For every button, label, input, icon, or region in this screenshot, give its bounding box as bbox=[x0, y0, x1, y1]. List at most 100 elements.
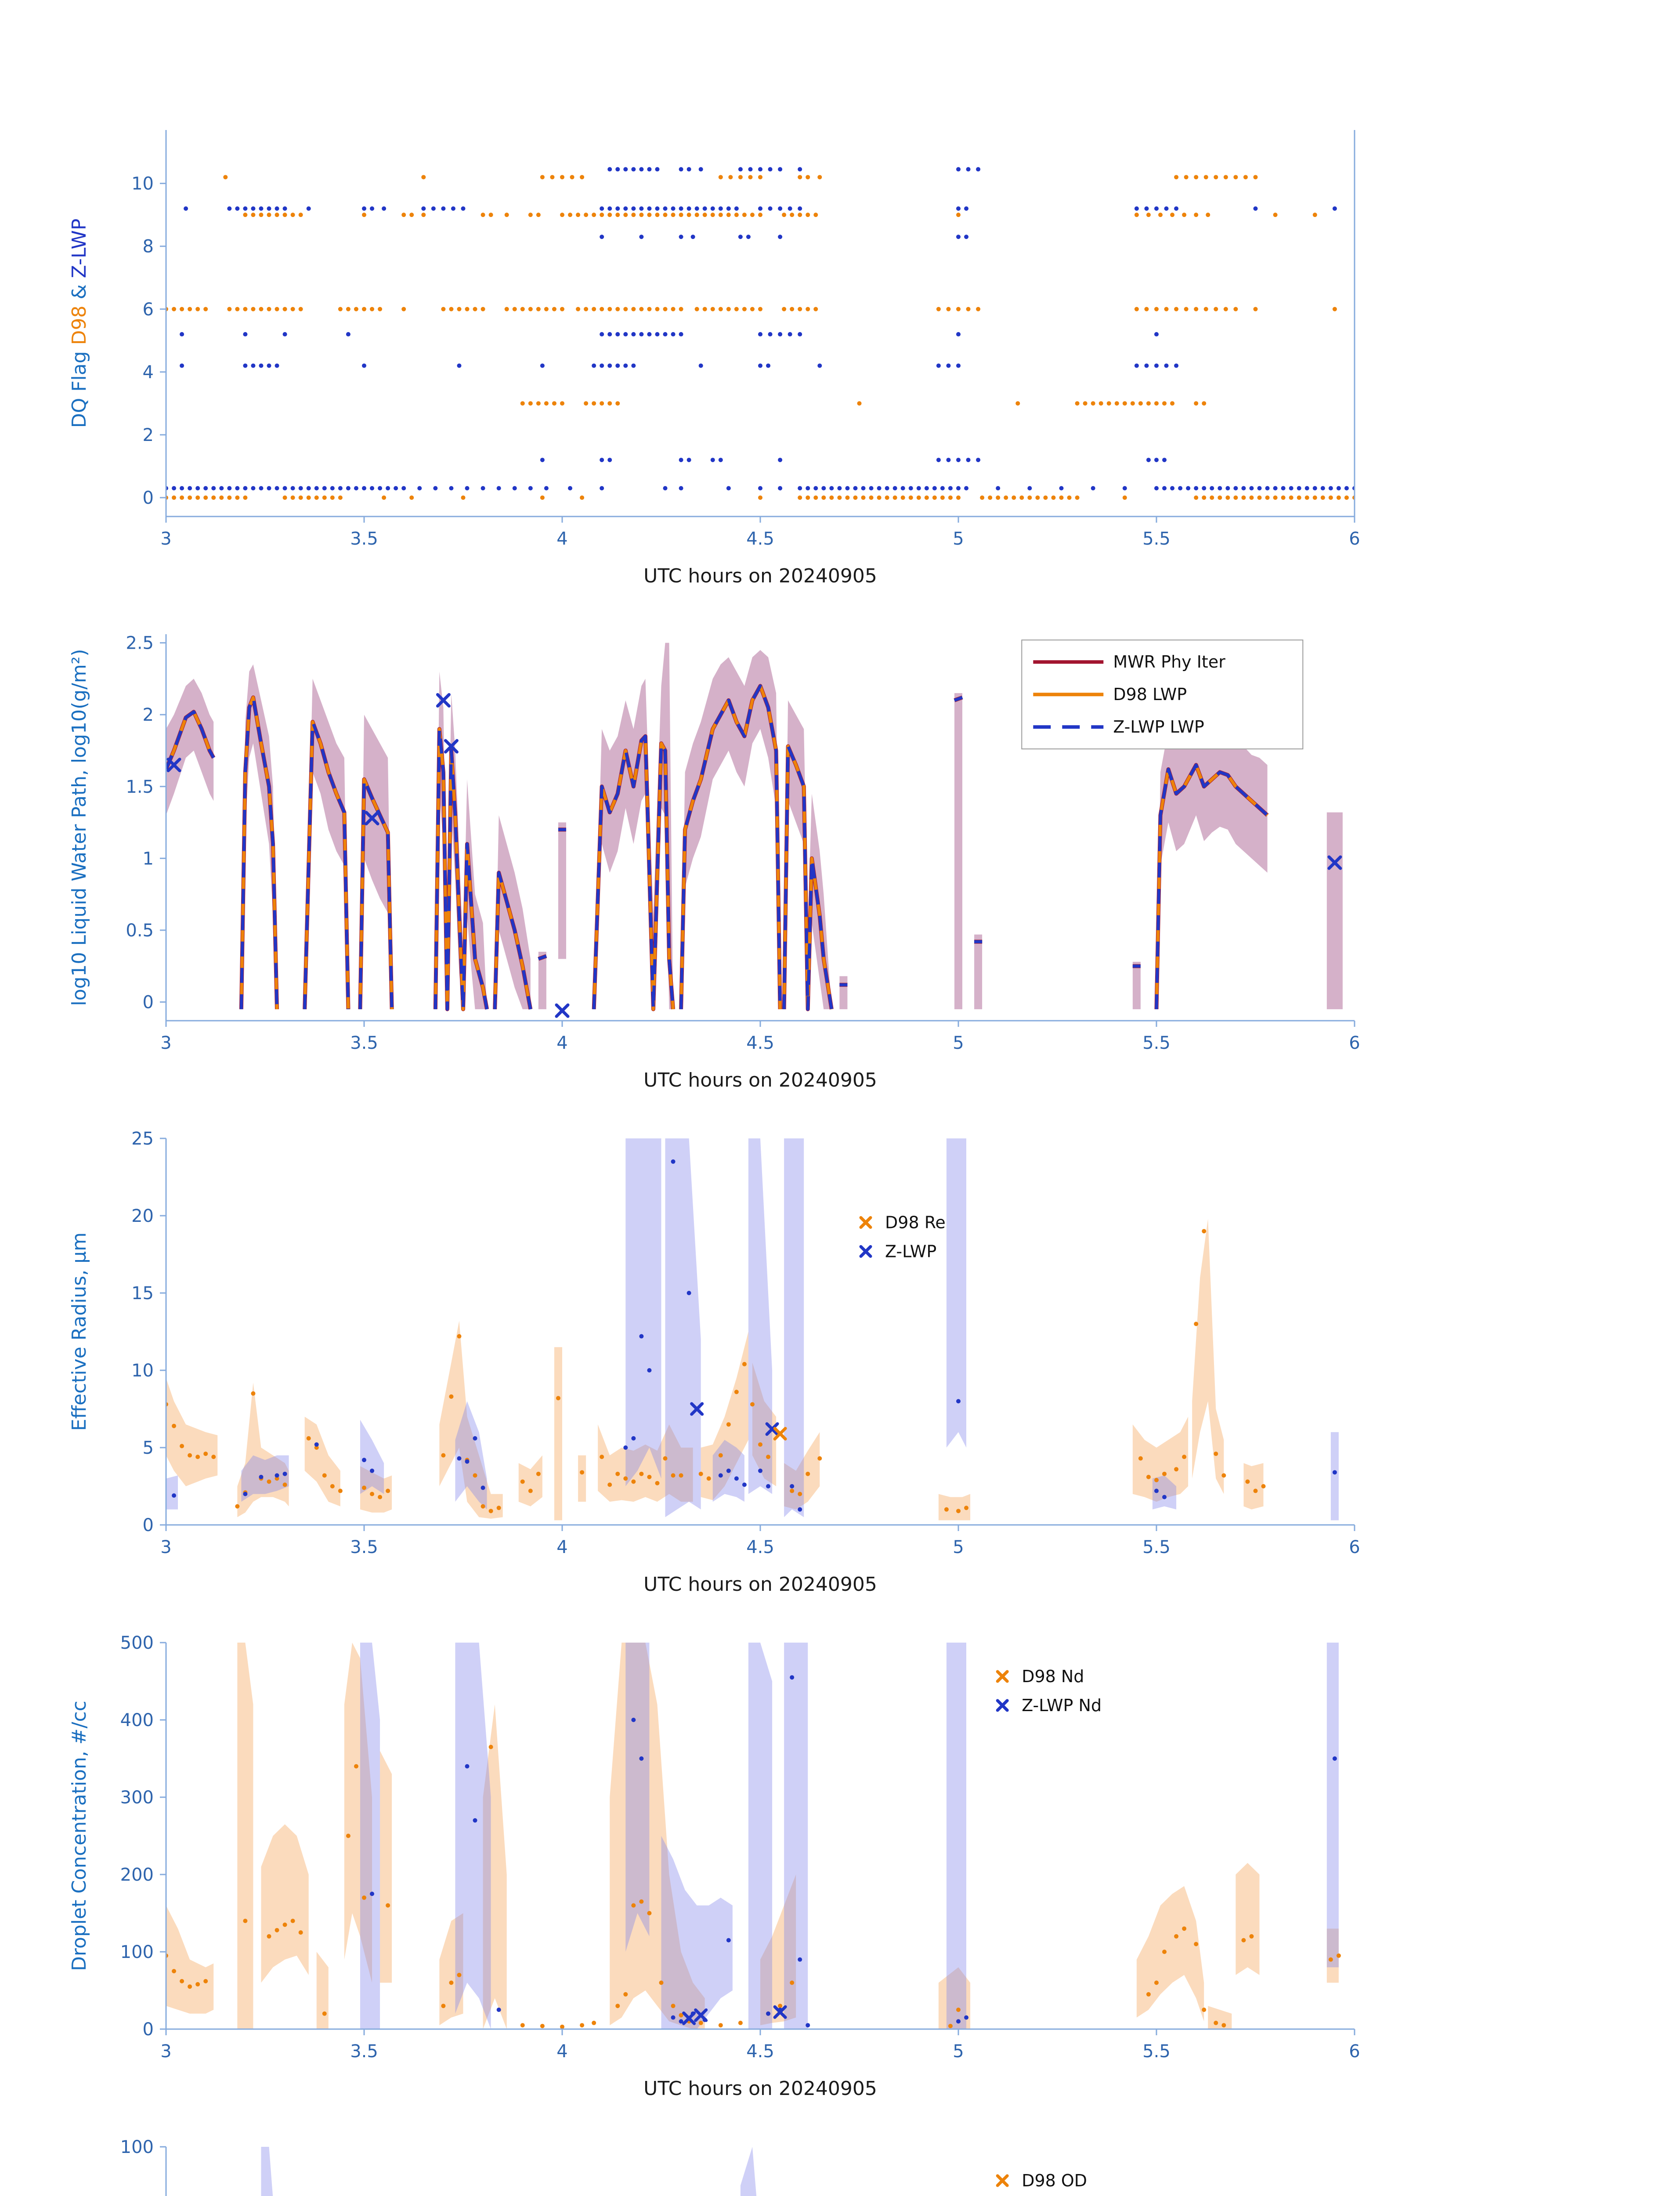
y-tick-label: 2 bbox=[143, 705, 154, 725]
x-tick-label: 6 bbox=[1349, 2041, 1360, 2062]
x-tick-label: 3.5 bbox=[350, 1537, 378, 1557]
panel-dq-flag: 3 3.5 4 4.5 5 5.5 6 0 2 4 6 8 10 UTC hours on 2024090… bbox=[0, 114, 1680, 618]
d98-re-dots bbox=[166, 1229, 1266, 1513]
x-tick-label: 4.5 bbox=[746, 529, 774, 549]
x-tick-label: 6 bbox=[1349, 1537, 1360, 1557]
figure: 3 3.5 4 4.5 5 5.5 6 0 2 4 6 8 10 UTC hours on 2024090… bbox=[0, 114, 1680, 2196]
y-tick-label: 300 bbox=[120, 1788, 154, 1808]
x-tick-label: 5 bbox=[953, 1033, 964, 1053]
liquid-water-path-chart: 3 3.5 4 4.5 5 5.5 6 0 0.5 1 1.5 2 2.5 UTC hours on 20… bbox=[68, 633, 1360, 1091]
panel-droplet-concentration: 3 3.5 4 4.5 5 5.5 6 0 100 200 300 400 500 UTC hours o… bbox=[0, 1627, 1680, 2131]
x-tick-label: 5.5 bbox=[1142, 1537, 1171, 1557]
legend: D98 Nd Z-LWP Nd bbox=[996, 1667, 1102, 1715]
droplet-concentration-chart: 3 3.5 4 4.5 5 5.5 6 0 100 200 300 400 500 UTC hours o… bbox=[68, 1633, 1360, 2100]
d98-nd-band bbox=[166, 1643, 1339, 2029]
x-tick-label: 5 bbox=[953, 2041, 964, 2062]
x-tick-label: 3.5 bbox=[350, 1033, 378, 1053]
legend-label: Z-LWP LWP bbox=[1113, 717, 1204, 737]
y-tick-label: 10 bbox=[131, 174, 154, 194]
x-tick-label: 3.5 bbox=[350, 2041, 378, 2062]
x-axis-label: UTC hours on 20240905 bbox=[643, 1069, 877, 1091]
x-tick-label: 5 bbox=[953, 1537, 964, 1557]
zlwp-x-markers bbox=[166, 693, 1342, 1018]
legend: D98 ODZ-LWP Nd bbox=[996, 2171, 1087, 2190]
x-tick-label: 5.5 bbox=[1142, 1033, 1171, 1053]
axes: 3 3.5 4 4.5 5 5.5 6 0 0.5 1 1.5 2 2.5 bbox=[126, 633, 1360, 1053]
axes: 3 3.5 4 4.5 5 5.5 6 0 5 10 15 20 25 bbox=[131, 1129, 1360, 1557]
legend-label: D98 Re bbox=[885, 1213, 946, 1232]
y-tick-label: 2 bbox=[143, 425, 154, 445]
d98-re-band bbox=[166, 1219, 1264, 1521]
y-tick-label: 100 bbox=[120, 1942, 154, 1962]
y-axis-label: log10 Liquid Water Path, log10(g/m²) bbox=[68, 649, 90, 1006]
x-tick-label: 3 bbox=[160, 1537, 171, 1557]
y-tick-label: 0 bbox=[143, 992, 154, 1012]
y-tick-label: 100 bbox=[120, 2137, 154, 2157]
y-tick-label: 1.5 bbox=[126, 777, 154, 797]
zlwp-nd-band bbox=[360, 1643, 1339, 2029]
x-tick-label: 4 bbox=[556, 1033, 567, 1053]
y-tick-label: 1 bbox=[143, 849, 154, 869]
zlwp-re-band bbox=[166, 1138, 1339, 1521]
x-tick-label: 6 bbox=[1349, 529, 1360, 549]
zlwp-nd-x-markers bbox=[682, 2005, 787, 2025]
zlwp-re-x-markers bbox=[690, 1402, 779, 1436]
x-tick-label: 3 bbox=[160, 2041, 171, 2062]
x-tick-label: 3 bbox=[160, 529, 171, 549]
y-tick-label: 0 bbox=[143, 2019, 154, 2040]
panel-optical-depth: 33.544.555.56020406080100UTC hours on 20… bbox=[0, 2131, 1680, 2196]
optical-depth-chart: 33.544.555.56020406080100UTC hours on 20… bbox=[120, 2137, 1087, 2196]
y-tick-label: 200 bbox=[120, 1865, 154, 1885]
y-tick-label: 500 bbox=[120, 1633, 154, 1653]
x-tick-label: 4 bbox=[556, 1537, 567, 1557]
effective-radius-chart: 3 3.5 4 4.5 5 5.5 6 0 5 10 15 20 25 UTC hours on 2024… bbox=[68, 1129, 1360, 1596]
y-tick-label: 20 bbox=[131, 1206, 154, 1226]
zlwp-re-dots bbox=[172, 1159, 1337, 1512]
x-tick-label: 4 bbox=[556, 529, 567, 549]
legend-label: MWR Phy Iter bbox=[1113, 652, 1225, 672]
legend-label: D98 OD bbox=[1022, 2171, 1087, 2190]
legend-label: Z-LWP bbox=[885, 1242, 936, 1261]
x-axis-label: UTC hours on 20240905 bbox=[643, 2077, 877, 2100]
y-tick-label: 400 bbox=[120, 1710, 154, 1730]
y-tick-label: 25 bbox=[131, 1129, 154, 1149]
plot-area bbox=[261, 2147, 757, 2196]
y-tick-label: 8 bbox=[143, 237, 154, 257]
zlwp-nd-dots bbox=[370, 1675, 1337, 2028]
x-tick-label: 6 bbox=[1349, 1033, 1360, 1053]
legend-label: Z-LWP Nd bbox=[1022, 1696, 1102, 1715]
y-tick-label: 0.5 bbox=[126, 921, 154, 941]
axes: 33.544.555.56020406080100 bbox=[120, 2137, 167, 2196]
y-tick-label: 6 bbox=[143, 300, 154, 320]
x-tick-label: 4 bbox=[556, 2041, 567, 2062]
y-tick-label: 2.5 bbox=[126, 633, 154, 654]
d98-re-x-markers bbox=[773, 1427, 787, 1441]
x-tick-label: 5 bbox=[953, 529, 964, 549]
y-tick-label: 15 bbox=[131, 1283, 154, 1304]
y-tick-label: 5 bbox=[143, 1438, 154, 1458]
zlwp-od-band bbox=[261, 2147, 757, 2196]
panel-liquid-water-path: 3 3.5 4 4.5 5 5.5 6 0 0.5 1 1.5 2 2.5 UTC hours on 20… bbox=[0, 618, 1680, 1123]
x-axis-label: UTC hours on 20240905 bbox=[643, 565, 877, 587]
x-tick-label: 4.5 bbox=[746, 1537, 774, 1557]
y-tick-label: 0 bbox=[143, 488, 154, 508]
y-tick-label: 0 bbox=[143, 1515, 154, 1535]
plot-area bbox=[166, 643, 1343, 1018]
legend-label: D98 Nd bbox=[1022, 1667, 1084, 1686]
d98-flag-dots bbox=[166, 175, 1355, 500]
zlwp-flag-dots bbox=[166, 167, 1355, 491]
x-tick-label: 5.5 bbox=[1142, 2041, 1171, 2062]
legend: D98 Re Z-LWP bbox=[859, 1213, 946, 1261]
y-axis-label: Effective Radius, μm bbox=[68, 1232, 90, 1431]
plot-area bbox=[166, 167, 1355, 500]
y-tick-label: 10 bbox=[131, 1361, 154, 1381]
y-axis-label: DQ Flag D98 & Z-LWP bbox=[68, 219, 90, 428]
y-tick-label: 4 bbox=[143, 362, 154, 383]
x-axis-label: UTC hours on 20240905 bbox=[643, 1573, 877, 1596]
x-tick-label: 5.5 bbox=[1142, 529, 1171, 549]
zlwp-lwp-line bbox=[166, 684, 1268, 1011]
legend-label: D98 LWP bbox=[1113, 685, 1187, 704]
y-axis-label: Droplet Concentration, #/cc bbox=[68, 1701, 90, 1971]
x-tick-label: 4.5 bbox=[746, 2041, 774, 2062]
d98-nd-dots bbox=[166, 1745, 1341, 2029]
